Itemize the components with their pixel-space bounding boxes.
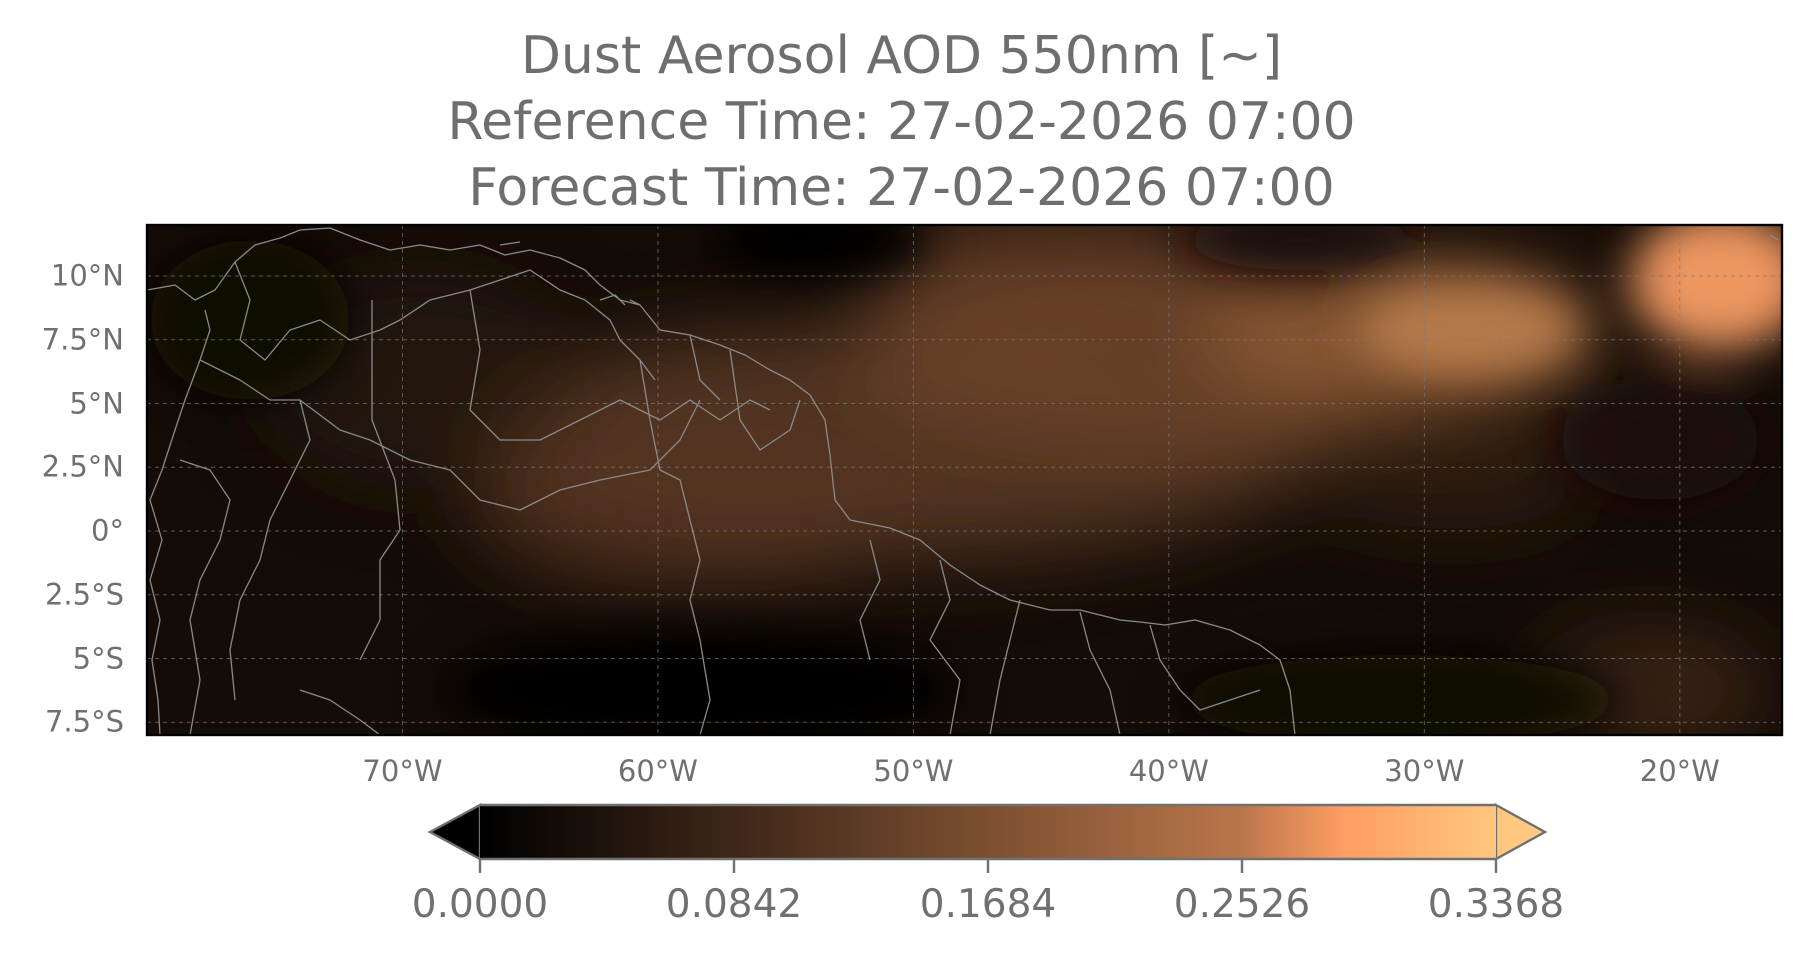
lat-tick-label: 7.5°N [41, 322, 124, 357]
lat-tick-label: 5°S [72, 641, 124, 675]
lat-tick-label: 5°N [69, 386, 124, 420]
colorbar-tick-label: 0.3368 [1427, 882, 1565, 927]
lat-tick-label: 2.5°S [44, 577, 124, 612]
coastlines-borders [147, 227, 1779, 735]
lon-tick-label: 60°W [617, 754, 698, 788]
colorbar-tick-label: 0.1684 [919, 882, 1057, 927]
lon-tick-label: 20°W [1639, 754, 1720, 788]
title-reference-time: Reference Time: 27-02-2026 07:00 [447, 92, 1356, 152]
aod-field [147, 225, 1782, 735]
lon-tick-label: 30°W [1384, 754, 1465, 788]
colorbar-ramp [480, 805, 1496, 859]
colorbar [427, 802, 1548, 873]
lat-tick-label: 2.5°N [41, 449, 124, 484]
colorbar-extend-low [427, 802, 482, 862]
title-variable: Dust Aerosol AOD 550nm [~] [520, 26, 1283, 86]
colorbar-extend-high [1494, 802, 1548, 862]
gridlines [147, 225, 1782, 735]
lat-tick-label: 10°N [50, 258, 124, 293]
title-forecast-time: Forecast Time: 27-02-2026 07:00 [468, 158, 1335, 218]
colorbar-tick-label: 0.0842 [665, 882, 803, 927]
lon-tick-label: 50°W [873, 754, 954, 788]
lon-tick-label: 40°W [1128, 754, 1209, 788]
colorbar-tick-label: 0.2526 [1173, 882, 1311, 927]
map-frame [145, 223, 1784, 737]
colorbar-tick-label: 0.0000 [411, 882, 549, 927]
lat-tick-label: 0° [91, 513, 124, 548]
lon-tick-label: 70°W [362, 754, 443, 788]
lat-tick-label: 7.5°S [44, 704, 124, 739]
